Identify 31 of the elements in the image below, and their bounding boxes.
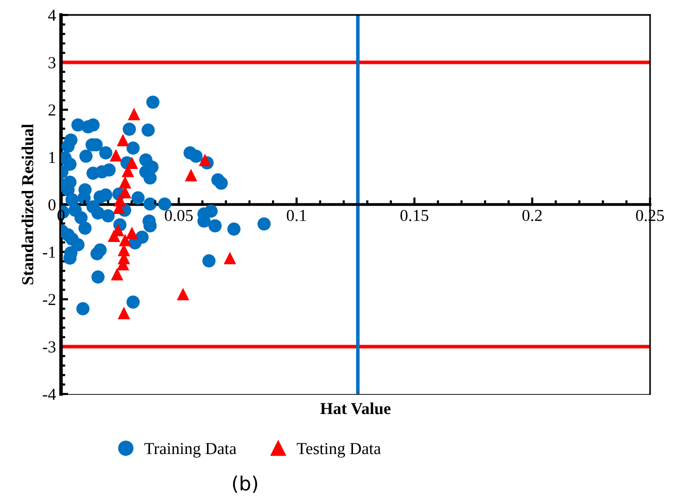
point bbox=[118, 234, 132, 246]
y-tick-label: 1 bbox=[49, 152, 56, 163]
x-tick-label: 0.1 bbox=[286, 210, 306, 222]
y-tick-label: 4 bbox=[48, 10, 56, 21]
point bbox=[176, 288, 190, 300]
y-tick-label: -3 bbox=[42, 341, 56, 353]
point bbox=[198, 154, 212, 166]
y-tick-label: 0 bbox=[48, 199, 56, 210]
y-tick-label: 2 bbox=[48, 104, 56, 116]
point bbox=[118, 176, 132, 188]
x-tick-label: 0.2 bbox=[522, 210, 542, 222]
point bbox=[184, 168, 198, 182]
point bbox=[116, 134, 130, 146]
y-axis-title: Standardized Residual bbox=[22, 124, 34, 284]
point bbox=[126, 226, 138, 240]
x-axis-title: Hat Value bbox=[320, 402, 391, 414]
point bbox=[118, 306, 130, 320]
legend-label: Testing Data bbox=[296, 443, 381, 458]
point bbox=[122, 164, 134, 178]
point bbox=[224, 252, 236, 264]
x-tick-label: 0.05 bbox=[164, 210, 193, 222]
x-tick-label: 0.15 bbox=[400, 210, 428, 222]
point bbox=[110, 149, 122, 162]
y-tick-label: 3 bbox=[48, 57, 56, 68]
y-tick-label: -1 bbox=[42, 246, 56, 258]
point bbox=[110, 268, 124, 280]
text: (b) bbox=[232, 476, 258, 493]
point bbox=[128, 108, 140, 120]
y-tick-label: -4 bbox=[42, 388, 56, 400]
legend-label: Training Data bbox=[144, 443, 236, 458]
y-tick-label: -2 bbox=[42, 294, 56, 306]
